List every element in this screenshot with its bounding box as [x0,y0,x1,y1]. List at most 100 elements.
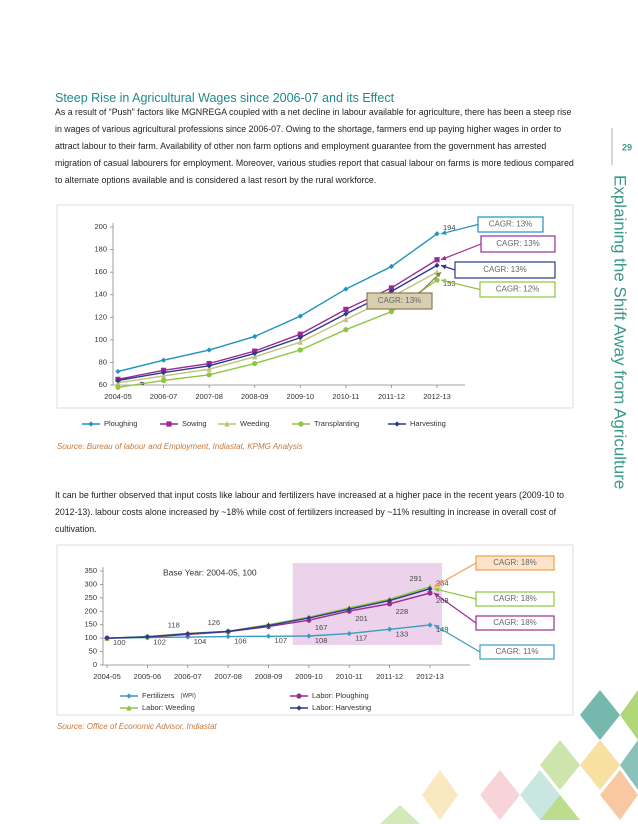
heading: Steep Rise in Agricultural Wages since 2… [55,91,395,105]
y-tick-label: 160 [94,267,107,276]
marker [252,360,258,367]
arrow-head [441,255,447,261]
marker [160,377,167,384]
annotation-box [475,615,555,631]
marker [252,350,258,356]
data-label: 118 [168,620,180,629]
marker [343,306,349,312]
legend-label: Harvesting [410,419,446,428]
series-line [117,259,438,381]
marker [88,421,94,427]
data-label: 268 [436,596,449,605]
marker [206,363,212,369]
marker [297,347,303,353]
data-label: 106 [234,637,247,646]
annotation-box [477,216,544,233]
legend-label: Labor: Harvesting [312,703,371,712]
decoration [380,128,638,824]
marker [225,628,231,635]
annotation-text: CAGR: 11% [496,647,539,656]
annotation-box [480,235,556,253]
arrow-head [434,593,440,598]
y-tick-label: 350 [84,566,97,575]
marker [160,372,167,379]
y-tick-label: 200 [84,606,97,615]
y-tick-label: 180 [94,245,107,254]
marker [394,421,400,427]
annotation-text: CAGR: 13% [378,296,422,305]
marker [388,309,395,315]
y-tick-label: 100 [94,335,107,344]
series-line [117,264,438,382]
annotation-arrow [433,624,481,653]
data-label: 167 [315,623,328,632]
annotation-text: CAGR: 13% [489,220,533,229]
legend-label: Ploughing [104,419,137,428]
x-tick-label: 2008-09 [241,392,269,401]
marker [296,705,302,711]
marker [427,622,433,628]
marker [434,231,440,237]
marker [115,377,121,384]
marker [265,633,272,639]
marker [297,335,303,341]
marker [434,262,440,268]
paragraph: As a result of “Push” factors like MGNRE… [55,107,574,185]
marker [160,357,167,363]
marker [144,634,150,640]
x-tick-label: 2010-11 [336,672,363,681]
data-label: 102 [153,638,166,647]
x-tick-label: 2012-13 [423,392,451,401]
chart-frame [56,544,574,716]
annotation-box [366,292,433,310]
annotation-box [475,555,555,571]
marker [206,366,212,372]
chart-frame [56,204,574,409]
page-number: 29 [622,142,632,152]
annotation-arrow [440,243,482,261]
marker [166,421,172,427]
marker [296,693,302,699]
legend-label: Fertilizers [142,691,175,700]
marker [387,601,393,607]
data-label: 194 [443,223,456,232]
legend-note: (WPI) [181,694,196,700]
marker [434,257,440,263]
series-line [117,279,438,388]
marker [104,635,110,641]
annotation-text: CAGR: 12% [496,285,540,294]
series-line [117,233,438,373]
paragraph: It can be further observed that input co… [55,490,565,534]
marker [298,421,304,427]
marker [343,311,349,317]
arrow-head [441,278,447,284]
data-label: 201 [355,614,368,623]
side-title: Explaining the Shift Away from Agricultu… [611,175,630,489]
marker [160,369,167,376]
marker [252,333,258,340]
annotation-text: CAGR: 13% [483,265,527,274]
y-tick-label: 0 [93,660,97,669]
annotation-box [454,261,556,279]
annotation-arrow [433,588,477,600]
marker [427,586,433,592]
marker [206,372,212,378]
marker [343,327,349,333]
marker [388,285,395,291]
data-label: 104 [194,637,207,646]
annotation-text: CAGR: 13% [496,239,540,248]
legend-label: Labor: Weeding [142,703,195,712]
y-tick-label: 200 [94,222,107,231]
marker [306,633,312,639]
y-tick-label: 60 [99,380,107,389]
marker [185,631,191,637]
chart: 60 80 100 120 140 160 180 200 2004-05 2006-07 2007… [82,216,556,428]
legend-label: Weeding [240,419,269,428]
arrow-head [434,624,440,630]
y-tick-label: 120 [94,312,107,321]
marker [434,277,440,283]
y-tick-label: 80 [99,357,107,366]
marker [427,590,433,596]
data-label: 284 [436,579,449,588]
